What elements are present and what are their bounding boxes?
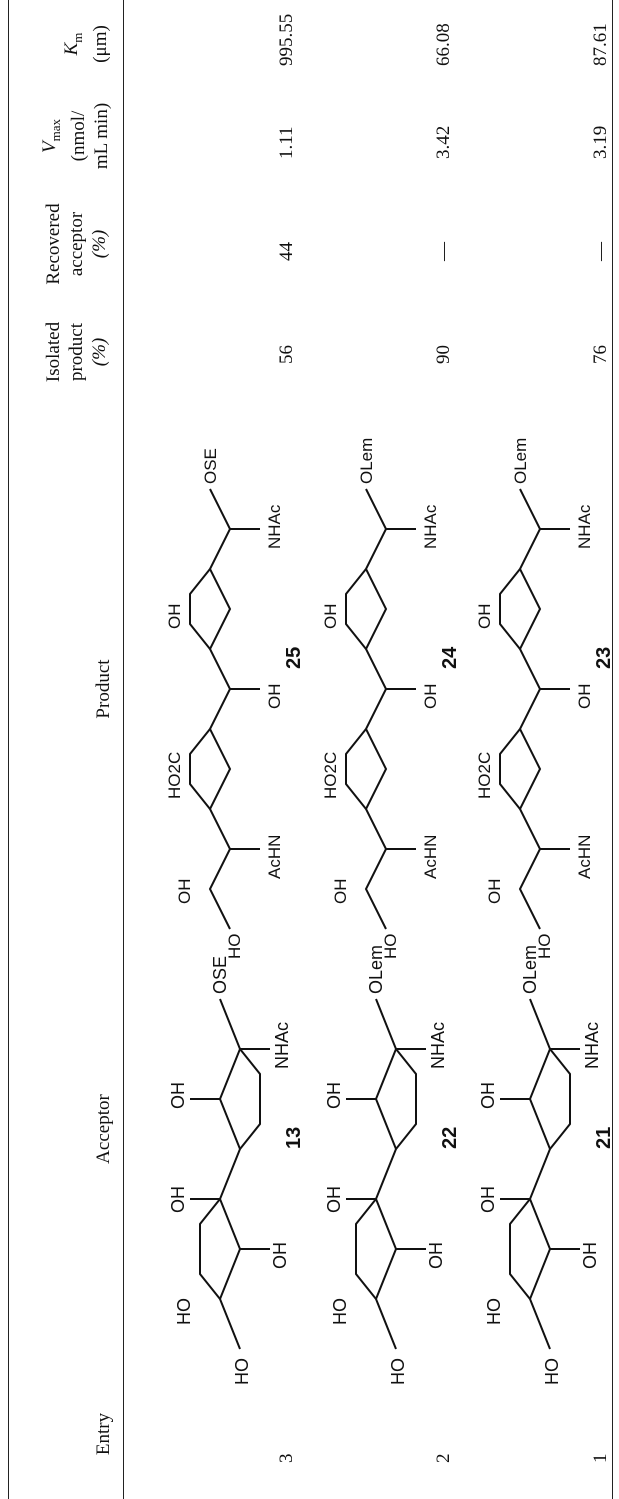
vmax-3: 1.11 bbox=[276, 126, 297, 159]
acceptor-structure-22: HO HO OH OH OH NHAc OLem 22 bbox=[324, 945, 461, 1385]
svg-text:OH: OH bbox=[324, 1082, 344, 1109]
svg-text:OH: OH bbox=[270, 1242, 290, 1269]
svg-text:OLem: OLem bbox=[520, 945, 540, 994]
svg-text:HO: HO bbox=[174, 1298, 194, 1325]
acceptor-structure-13: HO HO OH OH OH NHAc OSE 13 bbox=[168, 956, 305, 1385]
km-2: 66.08 bbox=[433, 23, 454, 66]
header-entry: Entry bbox=[93, 1412, 114, 1456]
svg-text:HO2C: HO2C bbox=[165, 752, 184, 799]
svg-text:OLem: OLem bbox=[511, 438, 530, 484]
svg-text:NHAc: NHAc bbox=[575, 504, 594, 549]
svg-text:OH: OH bbox=[475, 604, 494, 630]
svg-text:OH: OH bbox=[426, 1242, 446, 1269]
svg-text:OH: OH bbox=[175, 879, 194, 905]
entry-2: 2 bbox=[433, 1453, 454, 1464]
header-recovered-acceptor: Recovered acceptor (%) bbox=[43, 203, 110, 285]
svg-text:HO: HO bbox=[232, 1358, 252, 1385]
svg-text:OH: OH bbox=[478, 1186, 498, 1213]
svg-text:OH: OH bbox=[575, 684, 594, 710]
svg-text:OH: OH bbox=[321, 604, 340, 630]
compound-23-label: 23 bbox=[593, 647, 615, 669]
svg-text:NHAc: NHAc bbox=[582, 1022, 602, 1069]
compound-13-label: 13 bbox=[283, 1127, 305, 1149]
entry-1: 1 bbox=[590, 1453, 611, 1464]
svg-text:HO: HO bbox=[225, 934, 244, 960]
svg-text:NHAc: NHAc bbox=[428, 1022, 448, 1069]
vmax-2: 3.42 bbox=[433, 125, 454, 159]
svg-text:HO: HO bbox=[484, 1298, 504, 1325]
product-structure-24: HO OH AcHN HO2C OH OH NHAc OLem 24 bbox=[321, 438, 461, 960]
acceptor-structure-21: HO HO OH OH OH NHAc OLem 21 bbox=[478, 945, 615, 1385]
svg-text:AcHN: AcHN bbox=[265, 835, 284, 879]
svg-text:HO: HO bbox=[542, 1358, 562, 1385]
header-acceptor: Acceptor bbox=[93, 1094, 114, 1164]
isolated-1: 76 bbox=[590, 345, 611, 364]
table-top-rule bbox=[8, 0, 9, 1499]
svg-text:AcHN: AcHN bbox=[421, 835, 440, 879]
svg-text:HO2C: HO2C bbox=[321, 752, 340, 799]
isolated-3: 56 bbox=[276, 345, 297, 364]
svg-text:OH: OH bbox=[165, 604, 184, 630]
svg-text:OSE: OSE bbox=[210, 956, 230, 994]
svg-text:OSE: OSE bbox=[201, 448, 220, 484]
svg-text:NHAc: NHAc bbox=[421, 504, 440, 549]
svg-text:HO: HO bbox=[535, 934, 554, 960]
isolated-2: 90 bbox=[433, 345, 454, 364]
svg-text:OH: OH bbox=[168, 1082, 188, 1109]
svg-text:OH: OH bbox=[265, 684, 284, 710]
entry-3: 3 bbox=[276, 1453, 297, 1464]
compound-22-label: 22 bbox=[439, 1127, 461, 1149]
vmax-1: 3.19 bbox=[590, 125, 611, 159]
compound-25-label: 25 bbox=[283, 647, 305, 669]
header-isolated-product: Isolated product (%) bbox=[43, 321, 110, 383]
product-structure-25: HO OH AcHN HO2C OH OH NHAc OSE 25 bbox=[165, 448, 305, 960]
svg-text:OH: OH bbox=[324, 1186, 344, 1213]
svg-text:HO: HO bbox=[381, 934, 400, 960]
svg-text:OH: OH bbox=[478, 1082, 498, 1109]
svg-text:HO: HO bbox=[388, 1358, 408, 1385]
svg-text:OH: OH bbox=[331, 879, 350, 905]
header-product: Product bbox=[93, 659, 114, 719]
svg-text:OLem: OLem bbox=[357, 438, 376, 484]
km-1: 87.61 bbox=[590, 23, 611, 66]
svg-text:HO2C: HO2C bbox=[475, 752, 494, 799]
svg-text:OH: OH bbox=[421, 684, 440, 710]
header-vmax: Vmax (nmol/ mL min) bbox=[39, 102, 112, 170]
svg-text:NHAc: NHAc bbox=[272, 1022, 292, 1069]
svg-text:OH: OH bbox=[580, 1242, 600, 1269]
svg-text:OH: OH bbox=[485, 879, 504, 905]
svg-text:OH: OH bbox=[168, 1186, 188, 1213]
compound-24-label: 24 bbox=[439, 646, 461, 669]
svg-text:HO: HO bbox=[330, 1298, 350, 1325]
product-structure-23: HO OH AcHN HO2C OH OH NHAc OLem 23 bbox=[475, 438, 615, 960]
table-header-rule bbox=[123, 0, 124, 1499]
km-3: 995.55 bbox=[276, 13, 297, 66]
recovered-2: — bbox=[433, 242, 454, 261]
svg-text:OLem: OLem bbox=[366, 945, 386, 994]
svg-text:NHAc: NHAc bbox=[265, 504, 284, 549]
recovered-3: 44 bbox=[276, 242, 297, 261]
compound-21-label: 21 bbox=[593, 1127, 615, 1149]
svg-text:AcHN: AcHN bbox=[575, 835, 594, 879]
recovered-1: — bbox=[590, 242, 611, 261]
header-km: Km (μm) bbox=[61, 25, 111, 63]
